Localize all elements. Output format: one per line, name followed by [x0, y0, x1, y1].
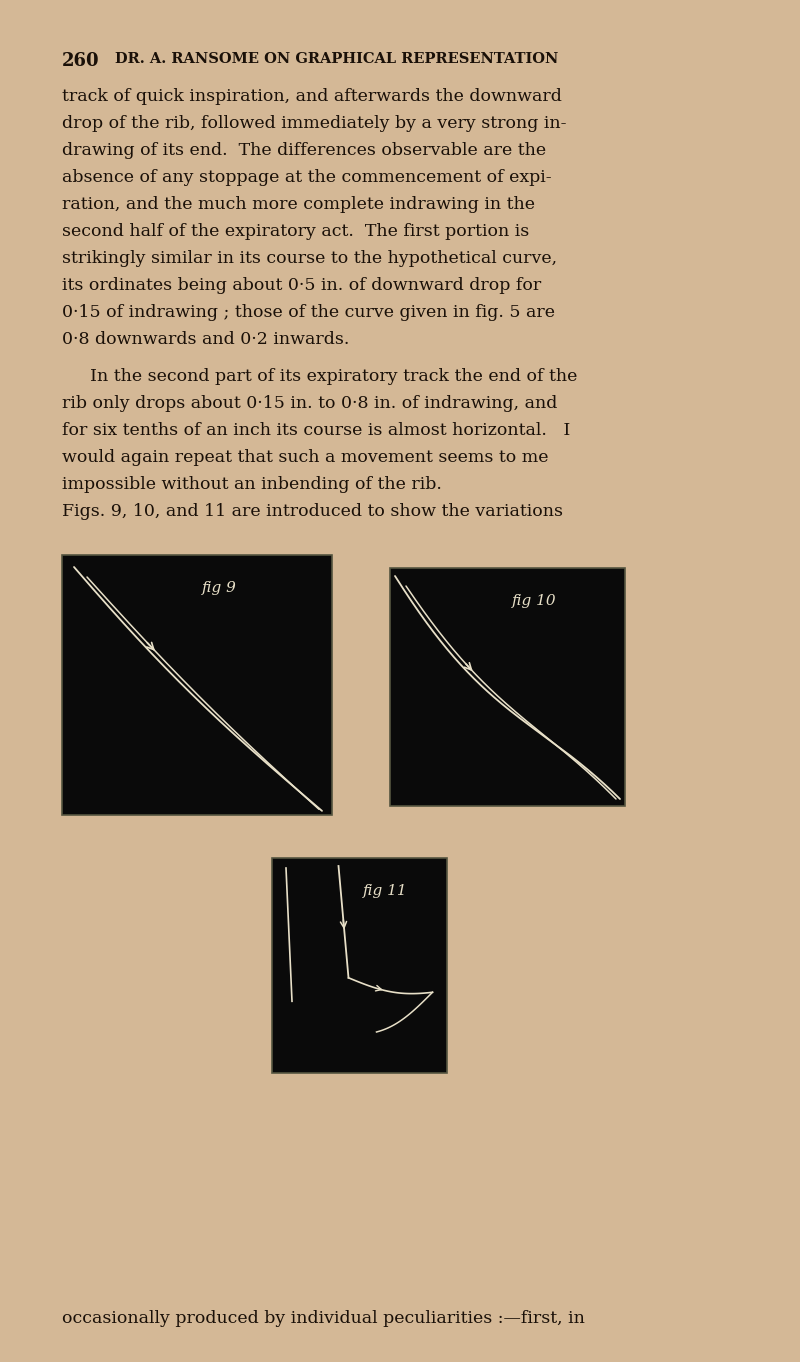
Text: drop of the rib, followed immediately by a very strong in-: drop of the rib, followed immediately by…	[62, 114, 566, 132]
Text: track of quick inspiration, and afterwards the downward: track of quick inspiration, and afterwar…	[62, 89, 562, 105]
Text: for six tenths of an inch its course is almost horizontal.   I: for six tenths of an inch its course is …	[62, 422, 570, 439]
Text: would again repeat that such a movement seems to me: would again repeat that such a movement …	[62, 449, 549, 466]
Text: rib only drops about 0·15 in. to 0·8 in. of indrawing, and: rib only drops about 0·15 in. to 0·8 in.…	[62, 395, 558, 411]
Text: 0·8 downwards and 0·2 inwards.: 0·8 downwards and 0·2 inwards.	[62, 331, 350, 349]
Text: In the second part of its expiratory track the end of the: In the second part of its expiratory tra…	[90, 368, 578, 385]
Bar	[62, 554, 332, 814]
Text: its ordinates being about 0·5 in. of downward drop for: its ordinates being about 0·5 in. of dow…	[62, 276, 542, 294]
Text: Figs. 9, 10, and 11 are introduced to show the variations: Figs. 9, 10, and 11 are introduced to sh…	[62, 503, 563, 520]
Text: fig 9: fig 9	[202, 582, 238, 595]
Text: ration, and the much more complete indrawing in the: ration, and the much more complete indra…	[62, 196, 535, 212]
Text: drawing of its end.  The differences observable are the: drawing of its end. The differences obse…	[62, 142, 546, 159]
Text: DR. A. RANSOME ON GRAPHICAL REPRESENTATION: DR. A. RANSOME ON GRAPHICAL REPRESENTATI…	[115, 52, 558, 65]
Text: impossible without an inbending of the rib.: impossible without an inbending of the r…	[62, 475, 442, 493]
Text: 260: 260	[62, 52, 100, 69]
Bar	[390, 568, 625, 806]
Text: absence of any stoppage at the commencement of expi-: absence of any stoppage at the commencem…	[62, 169, 552, 187]
Text: fig 10: fig 10	[512, 594, 557, 607]
Text: 0·15 of indrawing ; those of the curve given in fig. 5 are: 0·15 of indrawing ; those of the curve g…	[62, 304, 555, 321]
Text: strikingly similar in its course to the hypothetical curve,: strikingly similar in its course to the …	[62, 251, 557, 267]
Text: fig 11: fig 11	[363, 884, 408, 898]
Text: second half of the expiratory act.  The first portion is: second half of the expiratory act. The f…	[62, 223, 530, 240]
Text: occasionally produced by individual peculiarities :—first, in: occasionally produced by individual pecu…	[62, 1310, 585, 1327]
Bar	[272, 858, 447, 1073]
